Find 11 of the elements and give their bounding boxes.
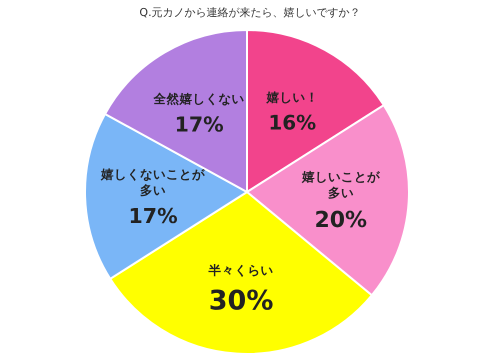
slice-label: 嬉しいことが多い [300, 168, 381, 200]
slice-label: 嬉しくないことが多い [100, 166, 206, 198]
data-label: 17% [128, 204, 178, 228]
slice-label: 全然嬉しくない [152, 90, 245, 106]
data-label: 20% [314, 208, 368, 233]
data-label: 17% [174, 112, 224, 136]
slice-label: 半々くらい [208, 262, 274, 278]
chart-title: Q.元カノから連絡が来たら、嬉しいですか？ [139, 6, 361, 19]
data-label: 16% [268, 110, 316, 135]
data-label: 30% [208, 285, 274, 316]
slice-label: 嬉しい！ [265, 90, 318, 105]
